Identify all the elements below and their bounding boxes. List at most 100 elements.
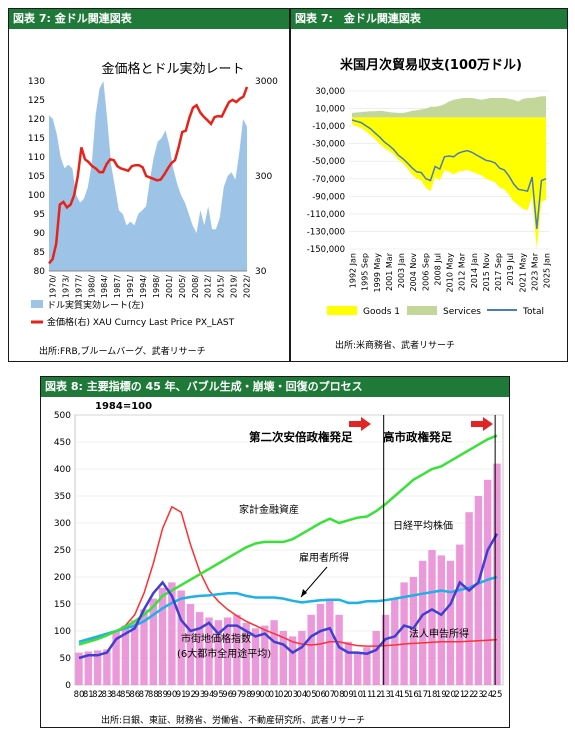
services-bars [352, 96, 546, 118]
x-tick-label: 1999 May [373, 253, 382, 293]
corp-income-bar [158, 587, 167, 685]
x-tick-label: 10 [352, 690, 363, 700]
x-tick-label: 2015/ [217, 275, 226, 298]
legend-label: 金価格(右) XAU Curncy Last Price PX_LAST [47, 316, 235, 328]
x-tick-label: 13 [380, 690, 391, 700]
y-tick-label: 115 [28, 134, 45, 144]
x-tick-label: 99 [250, 690, 261, 700]
land-price-line [78, 505, 498, 647]
source-note: 出所:米商務省、武者リサーチ [335, 339, 455, 351]
x-tick-label: 08 [334, 690, 345, 700]
y-tick-label: 80 [34, 267, 46, 277]
corp-income-bar [391, 598, 399, 685]
corp-income-bar [456, 544, 464, 685]
x-tick-label: 01 [269, 690, 280, 700]
legend-swatch-services [407, 306, 437, 315]
y2-tick-label: 300 [255, 172, 272, 182]
x-tick-label: 96 [222, 690, 233, 700]
y-tick-label: 85 [34, 248, 45, 258]
corp-income-bar [474, 496, 483, 685]
x-tick-label: 2012/ [204, 275, 213, 298]
legend-label: ドル実質実効レート(左) [47, 299, 144, 311]
x-tick-label: 2004 Nov [409, 253, 418, 292]
x-tick-label: 11 [362, 690, 373, 700]
gold-dollar-chart: 金価格とドル実効レート 80 85 90 95 100 105 110 115 120 125 130… [28, 61, 278, 357]
corp-income-bar [84, 651, 92, 685]
y-tick-label: 350 [54, 492, 71, 502]
y-tick-label: 30,000 [315, 87, 345, 97]
corp-income-bar [75, 652, 83, 685]
x-tick-label: 16 [408, 690, 419, 700]
y-tick-label: 250 [54, 546, 71, 556]
corp-income-bar [223, 617, 232, 685]
annotation-financial: 家計金融資産 [239, 503, 299, 516]
corp-income-bar [484, 479, 492, 685]
x-tick-label: 92 [185, 690, 196, 700]
corp-income-bar [437, 555, 445, 685]
x-tick-label: 83 [101, 690, 112, 700]
annotation-nikkei: 日経平均株価 [393, 519, 453, 532]
y-tick-label: -150,000 [307, 245, 345, 255]
y-tick-label: 125 [28, 96, 45, 106]
x-tick-label: 1973/ [61, 275, 70, 298]
chart-title: 金価格とドル実効レート [101, 61, 244, 77]
corp-income-bar [372, 631, 380, 685]
corp-income-bar [335, 614, 343, 685]
annotation-land: 市街地価格指数 [181, 632, 251, 645]
legend-label: Total [522, 307, 544, 317]
x-tick-label: 1998/ [152, 275, 161, 298]
x-tick-label: 2008 Jul [433, 253, 442, 286]
y-tick-label: 110 [28, 153, 45, 163]
corp-income-bar [233, 614, 241, 685]
corp-income-bar [261, 625, 269, 685]
x-tick-label: 1995 Sep [361, 253, 370, 291]
x-tick-label: 06 [315, 690, 326, 700]
y-tick-label: 100 [28, 191, 45, 201]
corp-income-bar [363, 647, 371, 685]
corp-income-bar [493, 463, 501, 685]
legend-label: Services [443, 307, 481, 317]
x-tick-label: 23 [473, 690, 484, 700]
chart-title: 米国月次貿易収支(100万ドル) [340, 57, 522, 73]
x-tick-label: 2006 Sep [421, 253, 430, 291]
x-tick-label: 03 [287, 690, 298, 700]
corp-income-bar [270, 620, 278, 685]
x-tick-label: 90 [166, 690, 177, 700]
x-tick-label: 94 [204, 690, 215, 700]
corp-income-bar [400, 582, 408, 685]
corp-income-bar [177, 590, 185, 685]
gold-price-line [48, 86, 249, 265]
dollar-rate-area [49, 81, 247, 271]
corp-income-bar [354, 652, 362, 685]
x-tick-label: 2001 Mar [385, 252, 394, 291]
x-tick-label: 07 [324, 690, 335, 700]
x-tick-label: 98 [241, 690, 252, 700]
x-tick-label: 2017 Sep [494, 253, 503, 291]
x-tick-label: 04 [297, 690, 308, 700]
x-tick-label: 1980/ [87, 275, 96, 298]
x-tick-label: 1992 Jan [349, 253, 358, 288]
x-tick-label: 18 [427, 690, 438, 700]
corp-income-bar [112, 631, 120, 685]
arrow-icon [471, 417, 493, 431]
x-tick-label: 24 [482, 690, 493, 700]
x-tick-label: 19 [436, 690, 447, 700]
financial-assets-line [78, 434, 498, 646]
y-tick-label: 0 [65, 681, 71, 691]
y2-tick-label: 30 [255, 267, 267, 277]
y-tick-label: 95 [34, 210, 45, 220]
x-tick-label: 85 [120, 690, 131, 700]
y-tick-label: 90 [34, 229, 46, 239]
x-tick-label: 1994/ [139, 275, 148, 298]
legend-swatch-goods [327, 306, 357, 315]
x-tick-label: 97 [231, 690, 242, 700]
corp-income-bar [279, 631, 287, 685]
y-tick-label: -30,000 [312, 140, 345, 150]
corp-income-bar [409, 577, 418, 685]
goods-bars [352, 117, 546, 249]
y-tick-label: 105 [28, 172, 45, 182]
x-tick-label: 02 [278, 690, 289, 700]
x-tick-label: 09 [343, 690, 354, 700]
legend-swatch-area [31, 300, 43, 308]
x-tick-label: 00 [259, 690, 270, 700]
